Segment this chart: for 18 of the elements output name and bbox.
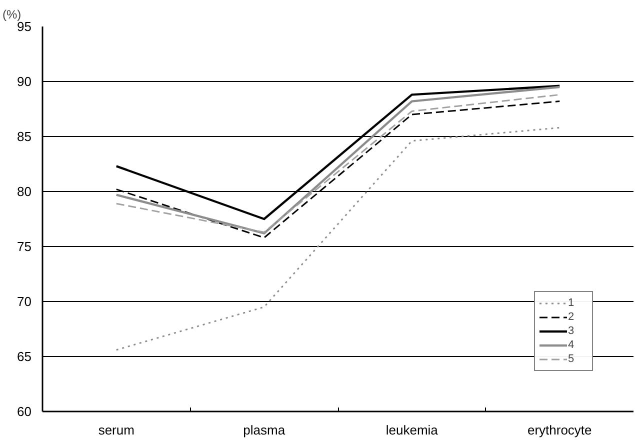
x-tick-label: serum [98, 422, 134, 438]
x-tick-label: erythrocyte [527, 422, 592, 438]
x-tick-label: leukemia [386, 422, 439, 438]
y-tick-label: 60 [17, 404, 32, 419]
y-tick-label: 85 [17, 129, 32, 144]
y-tick-label: 80 [17, 184, 32, 199]
legend-label: 1 [568, 297, 576, 309]
legend-label: 2 [568, 311, 576, 323]
line-series [116, 126, 560, 351]
y-tick-label: 65 [17, 349, 32, 364]
y-axis-title: (%) [2, 8, 22, 22]
legend-label: 4 [568, 339, 576, 351]
y-tick-label: 70 [17, 294, 32, 309]
x-tick-label: plasma [243, 422, 286, 438]
legend-label: 5 [568, 353, 576, 365]
y-tick-label: 75 [17, 239, 32, 254]
y-tick-label: 90 [17, 74, 32, 89]
legend-label: 3 [568, 325, 576, 337]
